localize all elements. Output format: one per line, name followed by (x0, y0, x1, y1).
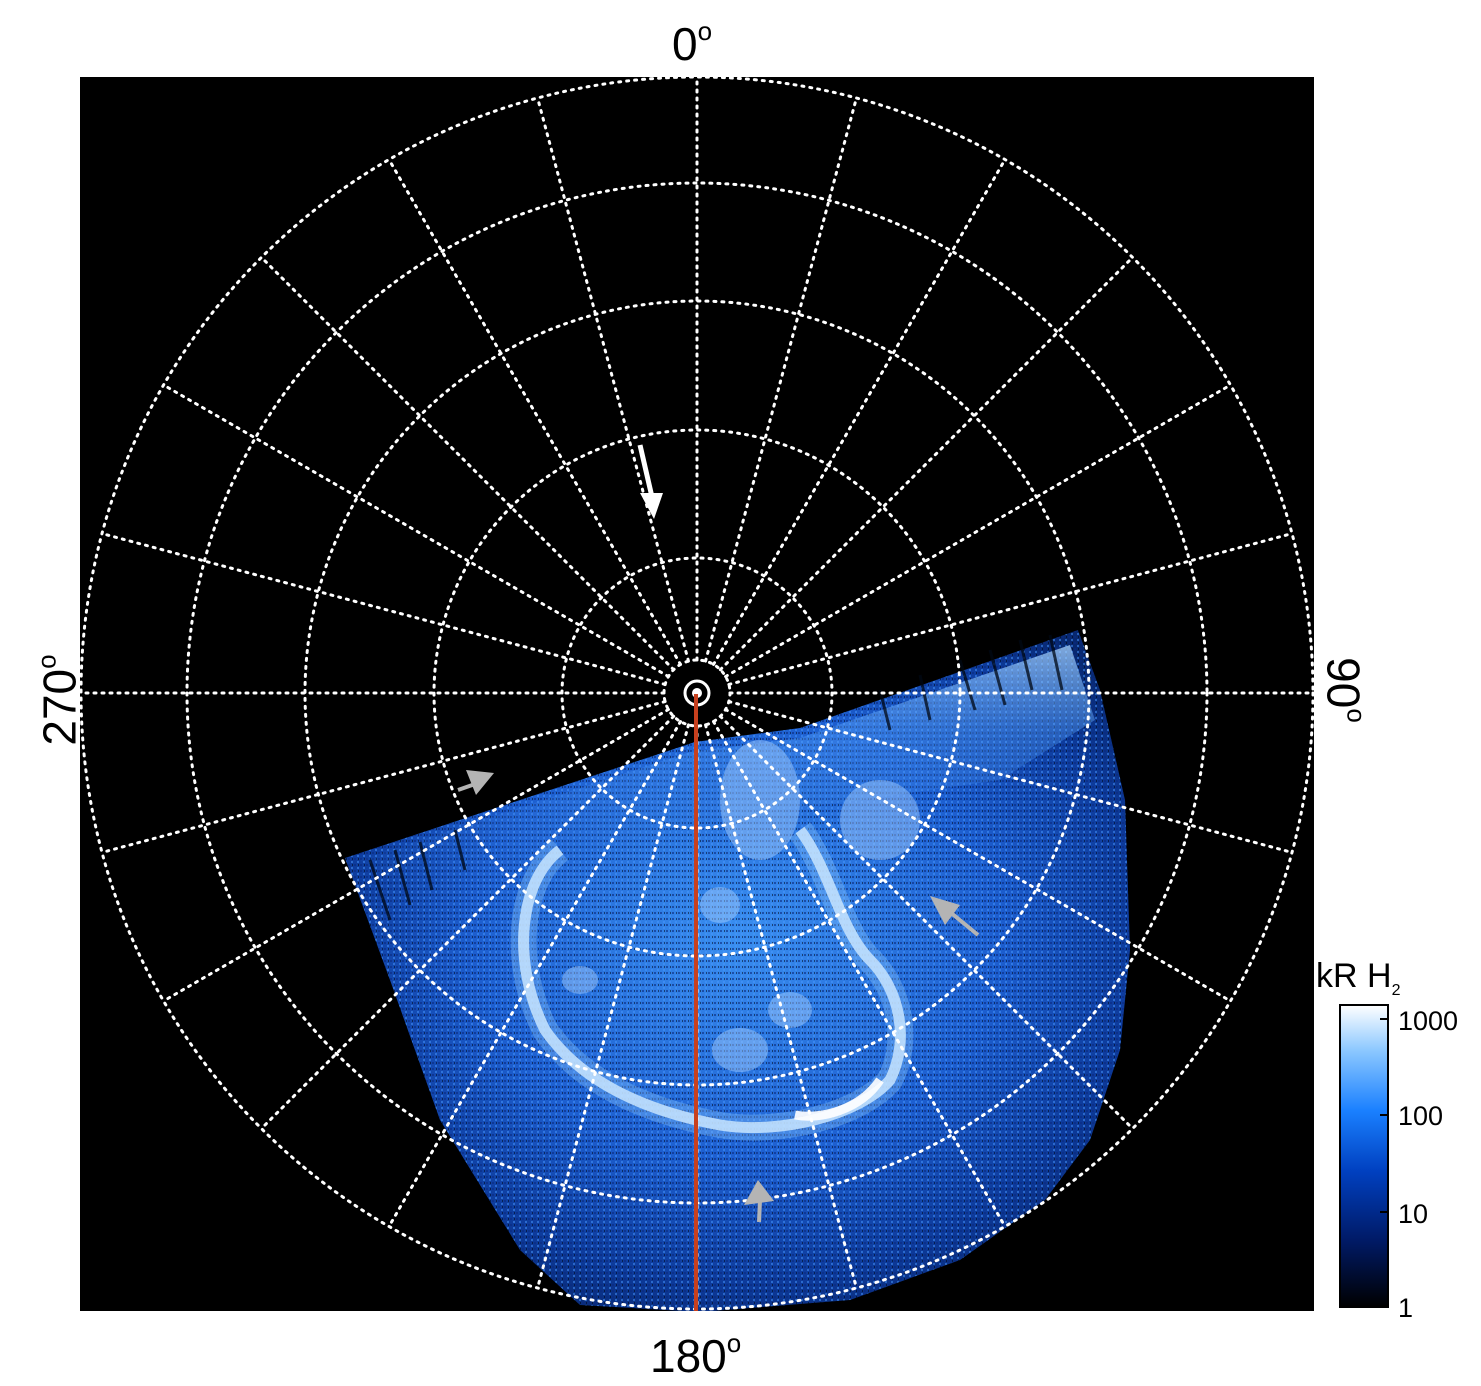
grid-spoke (727, 532, 1294, 686)
grid-spoke (712, 158, 1007, 666)
grid-spoke (100, 700, 667, 854)
grid-spoke (727, 700, 1294, 854)
colorbar-tick-label: 10 (1398, 1199, 1429, 1229)
grid-spoke (100, 532, 667, 686)
oval-glow (510, 822, 914, 1141)
label-90-degrees: 90o (1317, 657, 1372, 723)
label-180-degrees: 180o (650, 1328, 742, 1382)
main-auroral-oval (518, 826, 906, 1133)
grid-spoke (724, 383, 1232, 678)
arrow-gray-right (930, 896, 980, 937)
diffuse-emission (562, 740, 920, 1072)
colorbar (1339, 1004, 1389, 1308)
colorbar-ticks (1380, 1018, 1388, 1307)
grid-spoke (718, 255, 1135, 672)
grid-spoke (718, 714, 1135, 1131)
colorbar-tick-label: 1000 (1398, 1006, 1459, 1036)
grid-spoke (536, 723, 690, 1290)
colorbar-tick-label: 1 (1398, 1293, 1414, 1323)
oval-tail (794, 1077, 884, 1121)
grid-spoke (259, 714, 676, 1131)
grid-spoke (536, 96, 690, 663)
grid-spoke (162, 383, 670, 678)
grid-spoke (387, 158, 682, 666)
colorbar-tick-label: 100 (1398, 1101, 1444, 1131)
observed-region-noise (345, 630, 1130, 1311)
grid-spoke (162, 708, 670, 1003)
grid-spoke (704, 723, 858, 1290)
grid-spoke (259, 255, 676, 672)
arrow-gray-bottom (744, 1180, 774, 1223)
arrow-gray-left (457, 770, 494, 795)
grid-spoke (724, 708, 1232, 1003)
grid-spoke (704, 96, 858, 663)
limb-streaks (368, 634, 1064, 921)
label-270-degrees: 270o (31, 654, 86, 746)
colorbar-title: kR H2 (1316, 957, 1401, 999)
grid-spoke (712, 720, 1007, 1228)
limb-haze (360, 645, 1095, 900)
label-0-degrees: 0o (672, 16, 713, 70)
arrow-white (637, 444, 663, 519)
polar-grid (79, 75, 1315, 1311)
grid-spoke (387, 720, 682, 1228)
